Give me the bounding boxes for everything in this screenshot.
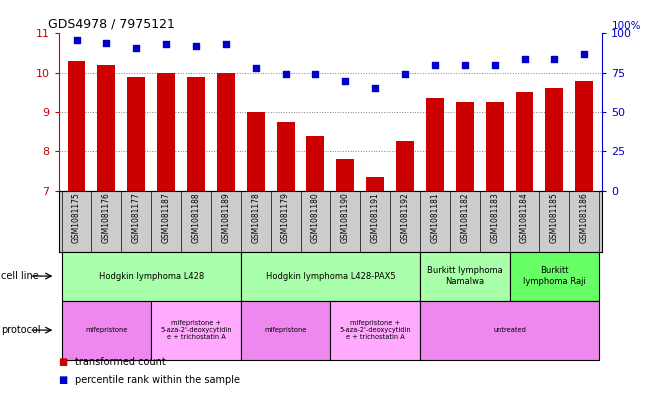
Text: GSM1081187: GSM1081187 [161, 193, 171, 243]
Text: mifepristone +
5-aza-2'-deoxycytidin
e + trichostatin A: mifepristone + 5-aza-2'-deoxycytidin e +… [339, 320, 411, 340]
Bar [575, 81, 593, 191]
Bar [307, 136, 324, 191]
Text: GSM1081184: GSM1081184 [520, 193, 529, 243]
Bar [128, 77, 145, 191]
Bar [277, 122, 294, 191]
Text: GSM1081175: GSM1081175 [72, 193, 81, 243]
Text: GDS4978 / 7975121: GDS4978 / 7975121 [48, 18, 174, 31]
Text: mifepristone +
5-aza-2'-deoxycytidin
e + trichostatin A: mifepristone + 5-aza-2'-deoxycytidin e +… [160, 320, 232, 340]
Text: GSM1081179: GSM1081179 [281, 193, 290, 243]
Bar [217, 73, 235, 191]
Bar [546, 88, 563, 191]
Bar [396, 141, 414, 191]
Point [311, 71, 321, 77]
Bar [456, 102, 474, 191]
Point [72, 37, 82, 43]
Text: GSM1081176: GSM1081176 [102, 193, 111, 243]
Point [579, 51, 589, 57]
Text: GSM1081189: GSM1081189 [221, 193, 230, 243]
Bar [98, 65, 115, 191]
Bar [486, 102, 504, 191]
Bar [68, 61, 85, 191]
Point [251, 65, 261, 71]
Text: untreated: untreated [493, 327, 526, 333]
Bar [420, 252, 510, 301]
Text: GSM1081188: GSM1081188 [191, 193, 201, 243]
Bar [330, 301, 420, 360]
Bar [62, 252, 241, 301]
Bar [516, 92, 533, 191]
Text: ■: ■ [59, 358, 68, 367]
Point [101, 40, 111, 46]
Point [340, 77, 350, 84]
Text: Hodgkin lymphoma L428: Hodgkin lymphoma L428 [98, 272, 204, 281]
Text: transformed count: transformed count [75, 358, 165, 367]
Text: ■: ■ [59, 375, 68, 385]
Bar [62, 301, 151, 360]
Bar [510, 252, 599, 301]
Text: Burkitt
lymphoma Raji: Burkitt lymphoma Raji [523, 266, 586, 286]
Bar [241, 301, 330, 360]
Point [221, 41, 231, 48]
Bar [157, 73, 175, 191]
Text: GSM1081181: GSM1081181 [430, 193, 439, 243]
Text: GSM1081177: GSM1081177 [132, 193, 141, 243]
Text: 100%: 100% [611, 20, 641, 31]
Point [281, 71, 291, 77]
Point [460, 62, 470, 68]
Point [131, 44, 141, 51]
Text: GSM1081180: GSM1081180 [311, 193, 320, 243]
Text: mifepristone: mifepristone [85, 327, 128, 333]
Point [400, 71, 410, 77]
Text: GSM1081178: GSM1081178 [251, 193, 260, 243]
Point [549, 55, 560, 62]
Bar [420, 301, 599, 360]
Bar [241, 252, 420, 301]
Text: percentile rank within the sample: percentile rank within the sample [75, 375, 240, 385]
Text: GSM1081186: GSM1081186 [580, 193, 589, 243]
Point [430, 62, 440, 68]
Text: mifepristone: mifepristone [264, 327, 307, 333]
Bar [426, 98, 444, 191]
Bar [151, 301, 241, 360]
Point [370, 85, 380, 92]
Text: GSM1081190: GSM1081190 [341, 193, 350, 243]
Text: GSM1081185: GSM1081185 [550, 193, 559, 243]
Bar [367, 177, 384, 191]
Text: cell line: cell line [1, 271, 39, 281]
Point [519, 55, 530, 62]
Text: Burkitt lymphoma
Namalwa: Burkitt lymphoma Namalwa [427, 266, 503, 286]
Point [161, 41, 171, 48]
Bar [247, 112, 265, 191]
Text: GSM1081183: GSM1081183 [490, 193, 499, 243]
Text: GSM1081191: GSM1081191 [370, 193, 380, 243]
Bar [187, 77, 205, 191]
Text: GSM1081182: GSM1081182 [460, 193, 469, 243]
Point [191, 43, 201, 49]
Text: protocol: protocol [1, 325, 41, 335]
Text: Hodgkin lymphoma L428-PAX5: Hodgkin lymphoma L428-PAX5 [266, 272, 395, 281]
Bar [337, 159, 354, 191]
Point [490, 62, 500, 68]
Text: GSM1081192: GSM1081192 [400, 193, 409, 243]
